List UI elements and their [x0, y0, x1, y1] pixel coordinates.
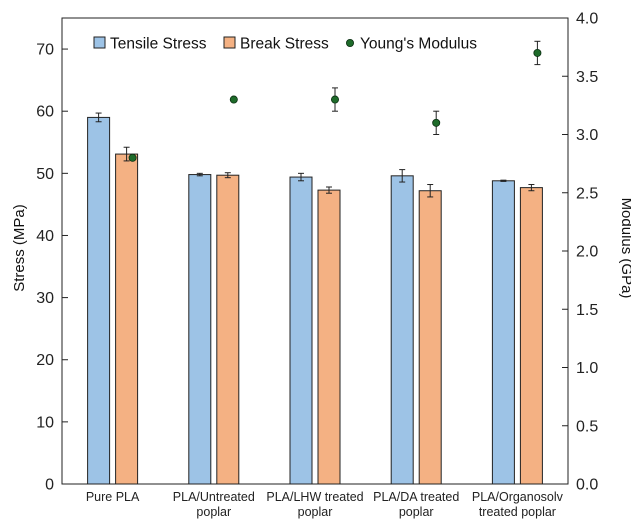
bar-error: [326, 186, 332, 194]
y2-tick-label: 3.0: [576, 127, 598, 144]
legend: Tensile Stress Break Stress Young's Modulu…: [93, 36, 477, 53]
bar: [418, 190, 442, 485]
modulus-point: [533, 48, 542, 57]
axes: 0 10 20 30 40 50 60 70 0.0 0.5 1.0 1.5 2.0 2.5 3.0 3.5 4…: [36, 11, 598, 520]
bar-error: [95, 112, 102, 123]
modulus-point: [229, 95, 238, 104]
legend-label: Young's Modulus: [360, 36, 477, 53]
modulus-point: [128, 153, 137, 162]
y-tick-label: 20: [36, 352, 54, 369]
y-tick-label: 30: [36, 290, 54, 307]
x-tick-label-line: PLA/LHW treated: [266, 490, 363, 504]
bar-error: [427, 184, 434, 198]
legend-entry: Break Stress: [223, 36, 329, 53]
legend-swatch: [345, 39, 354, 48]
bar: [491, 180, 515, 485]
x-tick-label-line: PLA/DA treated: [373, 490, 459, 504]
bar-error: [298, 172, 304, 182]
y-tick-label: 10: [36, 414, 54, 431]
legend-entry: Tensile Stress: [93, 36, 207, 53]
modulus-points: [128, 40, 542, 162]
y2-tick-label: 0.5: [576, 418, 598, 435]
legend-swatch: [93, 36, 106, 49]
x-tick-label-line: poplar: [399, 505, 434, 519]
x-tick-label-line: treated poplar: [479, 505, 556, 519]
bar-error: [500, 179, 507, 182]
bar: [216, 174, 240, 485]
y2-tick-label: 0.0: [576, 477, 598, 494]
y2-tick-label: 1.0: [576, 360, 598, 377]
x-tick-label-line: poplar: [298, 505, 333, 519]
y2-tick-label: 2.5: [576, 185, 598, 202]
x-tick-label-line: PLA/Organosolv: [472, 490, 564, 504]
modulus-point: [330, 95, 339, 104]
x-tick-label-line: PLA/Untreated: [173, 490, 255, 504]
x-tick-label: Pure PLA: [86, 490, 140, 504]
bar-error: [196, 172, 203, 177]
x-tick-label: PLA/Organosolv treated poplar: [472, 490, 564, 519]
legend-label: Break Stress: [240, 36, 329, 53]
bar: [317, 189, 341, 485]
x-tick-label-line: poplar: [196, 505, 231, 519]
bar: [519, 187, 543, 485]
y-tick-label: 50: [36, 166, 54, 183]
bar-error: [399, 169, 406, 183]
legend-swatch: [223, 36, 236, 49]
bars: [87, 112, 543, 485]
y2-tick-label: 3.5: [576, 69, 598, 86]
y2-tick-label: 4.0: [576, 11, 598, 28]
y-tick-label: 60: [36, 104, 54, 121]
bar-error: [123, 146, 130, 162]
y2-tick-label: 2.0: [576, 244, 598, 261]
bar: [289, 176, 313, 485]
y-tick-label: 70: [36, 42, 54, 59]
y-axis-title: Stress (MPa): [11, 204, 28, 292]
bar-error: [528, 184, 535, 192]
modulus-point: [432, 118, 441, 127]
bar: [188, 174, 212, 485]
bar: [390, 175, 414, 485]
bar: [87, 116, 111, 485]
x-tick-label: PLA/DA treated poplar: [373, 490, 459, 519]
x-tick-label-line: Pure PLA: [86, 490, 140, 504]
x-tick-label: PLA/LHW treated poplar: [266, 490, 363, 519]
y2-axis-title: Modulus (GPa): [618, 198, 631, 299]
bar-error: [224, 172, 231, 179]
legend-entry: Young's Modulus: [345, 36, 477, 53]
bar: [115, 153, 139, 485]
y-tick-label: 0: [45, 477, 54, 494]
y2-tick-label: 1.5: [576, 302, 598, 319]
y-tick-label: 40: [36, 228, 54, 245]
legend-label: Tensile Stress: [110, 36, 207, 53]
x-tick-label: PLA/Untreated poplar: [173, 490, 255, 519]
